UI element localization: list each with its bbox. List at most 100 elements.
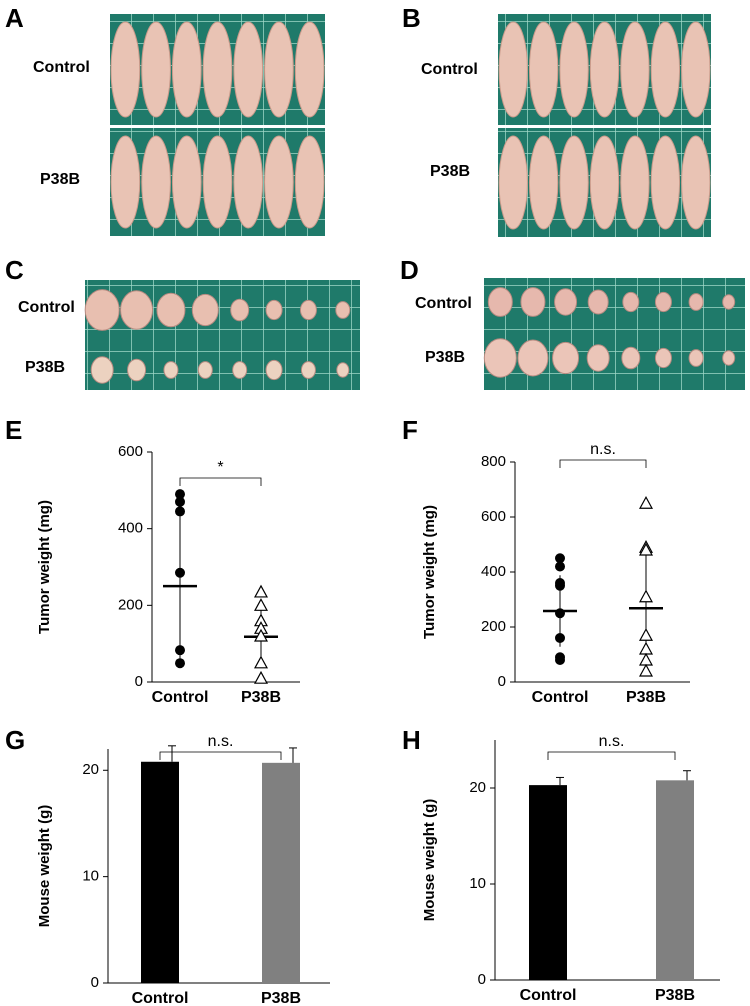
data-point <box>638 627 654 641</box>
photo-row-label: Control <box>421 61 478 78</box>
photo-subject <box>650 135 681 230</box>
photo-subject <box>141 135 171 229</box>
photo-subject <box>487 287 513 317</box>
data-point <box>555 608 565 619</box>
photo-subject <box>688 349 704 367</box>
photo-row-label: P38B <box>40 171 80 188</box>
photo-subject <box>197 361 213 379</box>
significance-bracket <box>559 459 647 468</box>
panel-label: H <box>402 725 421 755</box>
y-tick-label: 200 <box>481 618 506 635</box>
data-point <box>638 542 654 556</box>
photo-subject <box>554 288 578 316</box>
photo-subject <box>559 21 589 118</box>
photo-subject <box>84 289 120 331</box>
photo-subject <box>650 21 681 118</box>
y-tick-label: 0 <box>498 673 506 690</box>
photo-subject <box>299 299 317 321</box>
photo-subject <box>191 293 219 327</box>
photo-subject <box>528 135 559 230</box>
data-point <box>253 670 269 684</box>
photo-subject <box>483 338 517 378</box>
photo-subject <box>520 287 546 317</box>
y-tick-label: 600 <box>481 508 506 525</box>
data-point <box>638 495 654 509</box>
photo-subject <box>265 359 283 381</box>
data-point <box>555 655 565 665</box>
x-tick-label: P38B <box>261 990 301 1006</box>
photo-subject <box>127 358 147 382</box>
panel-label: F <box>402 415 418 445</box>
photo-row-label: Control <box>33 59 90 76</box>
data-point <box>253 598 269 611</box>
photo-subject <box>202 135 233 229</box>
x-tick-label: Control <box>532 689 589 706</box>
data-point <box>555 561 565 572</box>
data-point <box>555 580 565 591</box>
data-point <box>555 553 565 564</box>
photo-subject <box>265 299 283 321</box>
y-tick-label: 10 <box>469 875 486 892</box>
photo-subject <box>688 293 704 311</box>
significance-label: * <box>217 459 223 476</box>
photo-subject <box>120 290 154 330</box>
y-axis-label: Tumor weight (mg) <box>36 500 53 634</box>
y-tick-label: 20 <box>469 779 486 796</box>
photo-subject <box>517 339 549 377</box>
photo-subject <box>110 135 141 229</box>
significance-label: n.s. <box>599 733 625 750</box>
y-tick-label: 0 <box>478 971 486 988</box>
data-point <box>555 633 565 643</box>
y-tick-label: 400 <box>118 520 143 537</box>
data-point <box>253 655 269 669</box>
y-tick-label: 400 <box>481 563 506 580</box>
photo-subject <box>586 344 610 372</box>
data-point <box>175 645 185 656</box>
x-tick-label: Control <box>152 689 209 706</box>
photo-subject <box>681 21 711 118</box>
bar <box>262 762 300 983</box>
panel-label: A <box>5 3 24 33</box>
panel-label: C <box>5 255 24 285</box>
y-tick-label: 20 <box>82 761 99 778</box>
photo-subject <box>202 21 233 118</box>
data-point <box>175 567 185 578</box>
y-axis-label: Mouse weight (g) <box>36 805 53 928</box>
panel-label: E <box>5 415 22 445</box>
photo-subject <box>587 289 609 315</box>
photo-subject <box>110 21 141 118</box>
photo-subject <box>300 361 316 379</box>
data-point <box>175 489 185 500</box>
photo-subject <box>621 346 641 370</box>
data-point <box>638 663 654 677</box>
photo-subject <box>722 350 736 366</box>
photo-subject <box>335 301 351 319</box>
y-tick-label: 800 <box>481 453 506 470</box>
photo-subject <box>294 135 325 229</box>
x-tick-label: Control <box>132 990 189 1006</box>
data-point <box>175 506 185 517</box>
y-tick-label: 200 <box>118 596 143 613</box>
x-tick-label: P38B <box>655 987 695 1004</box>
photo-subject <box>528 21 559 118</box>
photo-row-label: Control <box>18 299 75 316</box>
panel-label: G <box>5 725 25 755</box>
photo-subject <box>589 135 620 230</box>
photo-subject <box>620 135 650 230</box>
photo-subject <box>233 135 264 229</box>
significance-bracket <box>159 751 282 760</box>
data-point <box>253 584 269 598</box>
photo-subject <box>233 21 264 118</box>
photo-subject <box>171 135 202 229</box>
photo-subject <box>230 298 250 322</box>
y-tick-label: 0 <box>91 974 99 991</box>
bar <box>141 761 179 983</box>
photo-subject <box>294 21 325 118</box>
photo-subject <box>141 21 171 118</box>
photo-subject <box>622 291 640 313</box>
x-tick-label: P38B <box>626 689 666 706</box>
photo-subject <box>163 361 179 379</box>
photo-subject <box>336 362 350 378</box>
photo-group: A Control P38B B Control P38B C Control … <box>5 3 745 390</box>
